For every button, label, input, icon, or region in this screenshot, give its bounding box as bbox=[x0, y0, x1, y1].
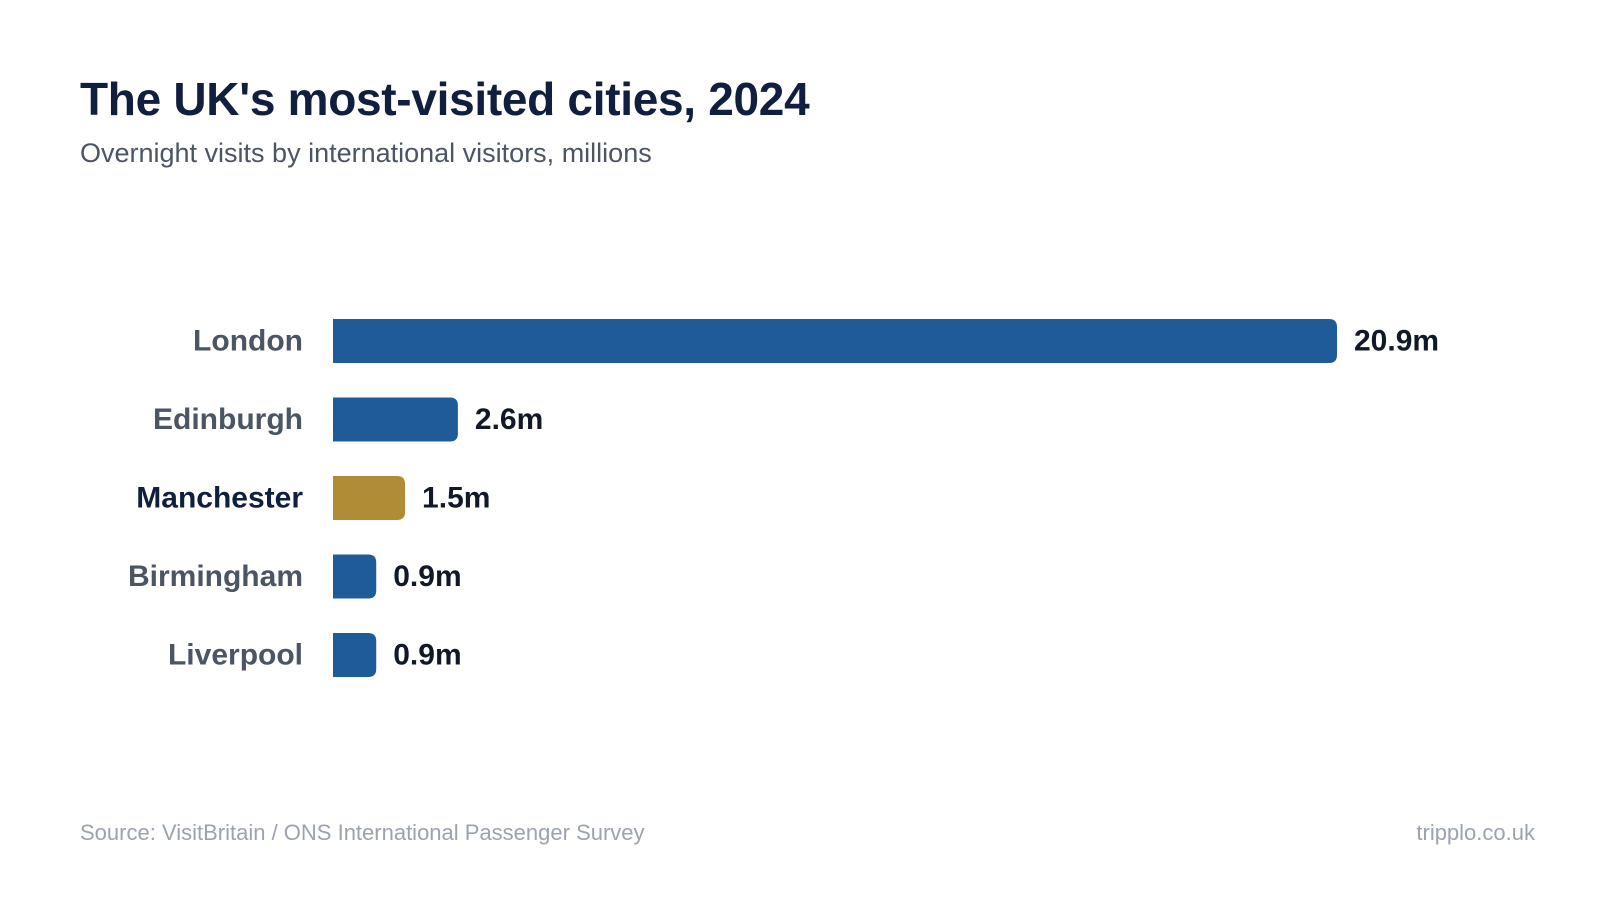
bar-london bbox=[333, 319, 1337, 363]
brand-link[interactable]: tripplo.co.uk bbox=[1416, 820, 1535, 845]
category-label-edinburgh: Edinburgh bbox=[153, 403, 303, 436]
value-label-edinburgh: 2.6m bbox=[475, 403, 543, 436]
value-label-liverpool: 0.9m bbox=[393, 639, 461, 672]
chart-subtitle: Overnight visits by international visito… bbox=[80, 138, 652, 168]
category-label-liverpool: Liverpool bbox=[168, 639, 303, 672]
source-note: Source: VisitBritain / ONS International… bbox=[80, 820, 645, 845]
chart-title: The UK's most-visited cities, 2024 bbox=[80, 73, 810, 125]
bar-liverpool bbox=[333, 633, 377, 677]
bar-manchester bbox=[333, 476, 406, 520]
category-label-birmingham: Birmingham bbox=[128, 560, 303, 593]
value-label-manchester: 1.5m bbox=[422, 482, 490, 515]
value-label-london: 20.9m bbox=[1354, 325, 1439, 358]
category-label-manchester: Manchester bbox=[136, 482, 303, 515]
value-label-birmingham: 0.9m bbox=[393, 560, 461, 593]
bar-edinburgh bbox=[333, 397, 458, 442]
category-label-london: London bbox=[193, 325, 303, 358]
bar-birmingham bbox=[333, 554, 377, 599]
